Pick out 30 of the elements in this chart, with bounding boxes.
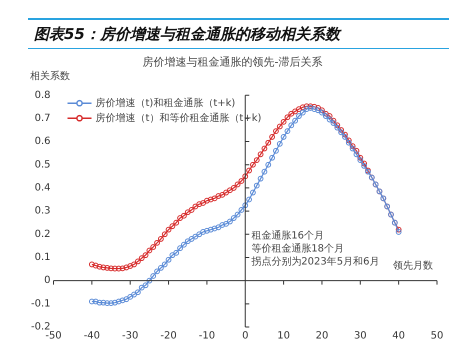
y-tick-label: 0.4 — [34, 182, 51, 194]
chart-title: 图表55：房价增速与租金通胀的移动相关系数 — [28, 20, 449, 48]
x-tick-label: -20 — [160, 330, 177, 342]
x-tick-label: -40 — [84, 330, 100, 342]
x-tick-label: 0 — [242, 330, 248, 342]
y-tick-label: 0.1 — [34, 252, 51, 264]
y-tick-label: 0.5 — [34, 159, 51, 170]
x-tick-label: 20 — [316, 330, 328, 342]
y-tick-label: -0.1 — [30, 298, 51, 310]
y-tick-label: 0.8 — [34, 90, 51, 101]
annotation: 租金通胀16个月 — [251, 229, 324, 242]
y-tick-label: 0.7 — [34, 112, 51, 124]
y-tick-label: 0.3 — [34, 206, 51, 217]
x-tick-label: -10 — [198, 330, 216, 342]
x-tick-label: 10 — [277, 330, 290, 342]
annotation: 等价租金通胀18个月 — [251, 242, 344, 254]
y-tick-label: 0.6 — [34, 136, 51, 148]
x-tick-label: 50 — [430, 330, 444, 342]
chart-subtitle: 房价增速与租金通胀的领先-滞后关系 — [142, 55, 322, 68]
legend-label: 房价增速（t)和租金通胀（t+k) — [96, 96, 236, 109]
y-tick-label: -0.2 — [30, 322, 51, 333]
y-axis-title: 相关系数 — [30, 70, 70, 82]
y-tick-label: 0 — [44, 275, 51, 286]
y-tick-label: 0.2 — [34, 228, 51, 240]
x-tick-label: 30 — [354, 330, 367, 342]
x-tick-label: -50 — [45, 330, 62, 342]
x-axis-title: 领先月数 — [393, 260, 433, 272]
annotation: 拐点分别为2023年5月和6月 — [250, 255, 380, 268]
x-tick-label: 40 — [392, 330, 406, 342]
x-tick-label: -30 — [122, 330, 138, 342]
